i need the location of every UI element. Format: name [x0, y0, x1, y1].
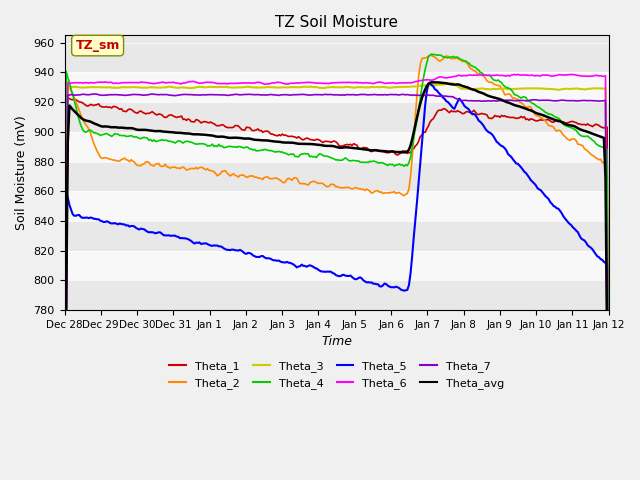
- Theta_2: [67, 88, 75, 94]
- Theta_5: [514, 161, 522, 167]
- Theta_7: [225, 93, 232, 98]
- Theta_3: [366, 84, 374, 90]
- Y-axis label: Soil Moisture (mV): Soil Moisture (mV): [15, 115, 28, 230]
- Theta_4: [514, 93, 522, 99]
- Line: Theta_2: Theta_2: [65, 55, 609, 480]
- Theta_avg: [366, 147, 374, 153]
- Theta_4: [181, 139, 189, 144]
- Theta_6: [366, 80, 374, 86]
- Theta_3: [223, 84, 231, 90]
- Theta_avg: [508, 101, 515, 107]
- Bar: [65, 251, 609, 280]
- Theta_avg: [181, 131, 189, 136]
- Theta_avg: [223, 134, 231, 140]
- Theta_5: [67, 206, 75, 212]
- Theta_4: [67, 86, 75, 92]
- Theta_5: [181, 235, 189, 241]
- Text: TZ_sm: TZ_sm: [76, 39, 120, 52]
- Bar: [65, 221, 609, 251]
- Theta_2: [514, 96, 522, 102]
- Theta_2: [426, 52, 434, 58]
- Theta_avg: [67, 105, 75, 110]
- Theta_7: [514, 98, 522, 104]
- Theta_5: [508, 154, 515, 160]
- Line: Theta_4: Theta_4: [65, 54, 609, 480]
- Theta_4: [223, 144, 231, 150]
- Theta_7: [67, 92, 75, 97]
- Theta_6: [181, 80, 189, 86]
- Line: Theta_6: Theta_6: [65, 74, 609, 480]
- Legend: Theta_1, Theta_2, Theta_3, Theta_4, Theta_5, Theta_6, Theta_7, Theta_avg: Theta_1, Theta_2, Theta_3, Theta_4, Thet…: [165, 357, 508, 393]
- Theta_3: [514, 86, 522, 92]
- Bar: [65, 280, 609, 310]
- Theta_6: [514, 72, 522, 77]
- Theta_7: [368, 92, 376, 97]
- Theta_5: [223, 247, 231, 253]
- Theta_4: [508, 87, 515, 93]
- Theta_5: [366, 280, 374, 286]
- Theta_1: [514, 115, 522, 121]
- Theta_2: [508, 93, 515, 99]
- Theta_5: [426, 81, 434, 86]
- Theta_4: [428, 51, 435, 57]
- Bar: [65, 162, 609, 192]
- Title: TZ Soil Moisture: TZ Soil Moisture: [275, 15, 398, 30]
- Bar: [65, 192, 609, 221]
- Theta_4: [366, 158, 374, 164]
- Line: Theta_3: Theta_3: [65, 83, 609, 480]
- Theta_3: [508, 86, 515, 92]
- Theta_3: [67, 84, 75, 90]
- Theta_2: [181, 166, 189, 171]
- Theta_7: [508, 97, 515, 103]
- Theta_1: [368, 149, 376, 155]
- Theta_2: [223, 170, 231, 176]
- Theta_1: [64, 96, 72, 101]
- Theta_3: [449, 80, 456, 86]
- Theta_1: [508, 115, 515, 120]
- Theta_avg: [428, 80, 435, 85]
- Theta_6: [506, 73, 513, 79]
- Bar: [65, 132, 609, 162]
- Theta_7: [182, 92, 190, 97]
- Theta_3: [181, 84, 189, 90]
- Theta_6: [512, 72, 520, 78]
- Theta_avg: [514, 103, 522, 109]
- Bar: [65, 102, 609, 132]
- Theta_2: [366, 188, 374, 194]
- Theta_6: [223, 81, 231, 87]
- Theta_1: [225, 125, 232, 131]
- Theta_7: [90, 91, 98, 97]
- Bar: [65, 72, 609, 102]
- Theta_1: [69, 97, 77, 103]
- Line: Theta_1: Theta_1: [65, 98, 609, 480]
- Line: Theta_5: Theta_5: [65, 84, 609, 480]
- X-axis label: Time: Time: [321, 336, 352, 348]
- Line: Theta_avg: Theta_avg: [65, 83, 609, 480]
- Theta_6: [67, 80, 75, 86]
- Line: Theta_7: Theta_7: [65, 94, 609, 480]
- Bar: [65, 43, 609, 72]
- Theta_1: [182, 118, 190, 123]
